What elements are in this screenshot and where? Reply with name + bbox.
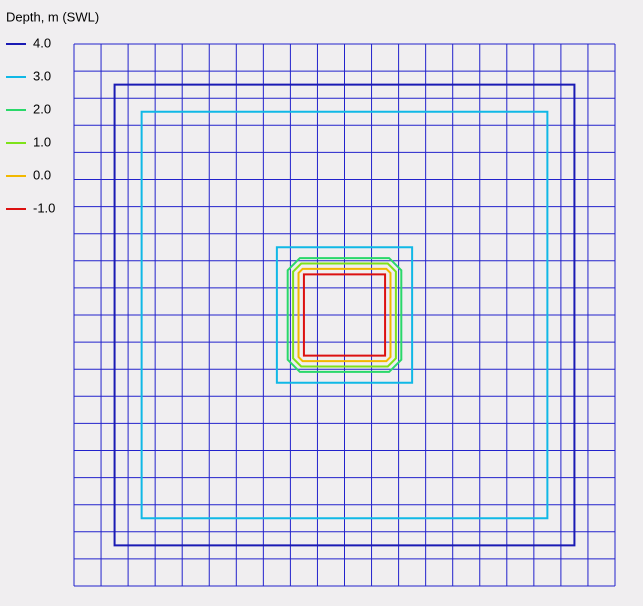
contour-line <box>286 257 403 373</box>
contour-line <box>302 273 387 357</box>
legend-label: 2.0 <box>33 101 51 116</box>
contour-line <box>297 267 392 363</box>
contour-line <box>292 262 397 368</box>
contour-line <box>113 83 576 547</box>
contour-line <box>140 110 549 520</box>
legend-label: 0.0 <box>33 167 51 182</box>
legend-label: -1.0 <box>33 200 55 215</box>
legend-label: 3.0 <box>33 68 51 83</box>
legend-label: 1.0 <box>33 134 51 149</box>
legend-label: 4.0 <box>33 35 51 50</box>
contour-line <box>275 246 414 384</box>
legend-title: Depth, m (SWL) <box>6 9 99 24</box>
